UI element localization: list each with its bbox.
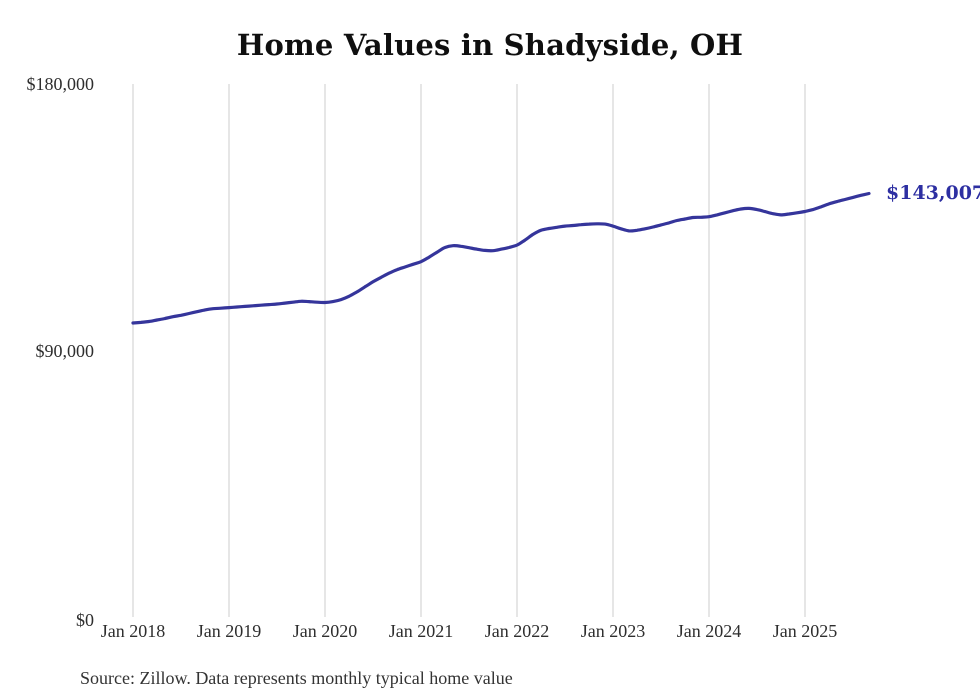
home-value-line xyxy=(131,191,871,325)
x-tick-label: Jan 2021 xyxy=(388,621,454,641)
x-tick-label: Jan 2025 xyxy=(772,621,838,641)
y-tick-label: $0 xyxy=(76,610,94,630)
y-tick-label: $90,000 xyxy=(35,340,95,361)
gridlines xyxy=(132,84,806,617)
latest-value-label: $143,007 xyxy=(886,181,980,204)
x-tick-label: Jan 2024 xyxy=(676,621,742,641)
x-tick-label: Jan 2023 xyxy=(580,621,646,641)
source-note: Source: Zillow. Data represents monthly … xyxy=(80,668,513,688)
x-tick-label: Jan 2020 xyxy=(292,621,358,641)
x-tick-label: Jan 2022 xyxy=(484,621,550,641)
chart-title: Home Values in Shadyside, OH xyxy=(236,28,744,62)
y-tick-label: $180,000 xyxy=(26,74,95,94)
x-tick-label: Jan 2019 xyxy=(196,621,262,641)
x-tick-label: Jan 2018 xyxy=(100,621,166,641)
